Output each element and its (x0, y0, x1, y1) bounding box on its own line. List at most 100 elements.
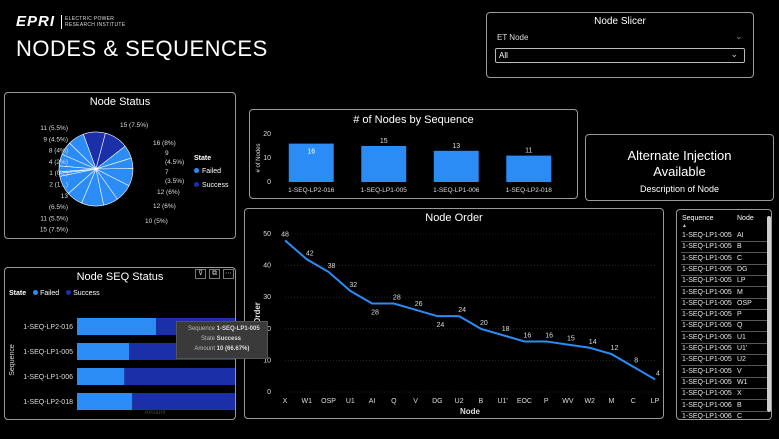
table-row[interactable]: 1-SEQ-LP1-005 U1' (681, 344, 767, 355)
line-data-label: 28 (371, 310, 379, 317)
line-data-label: 48 (281, 231, 289, 238)
table-cell-node: M (737, 288, 743, 296)
table-cell-sequence: 1-SEQ-LP1-005 (682, 277, 732, 285)
logo-line-1: ELECTRIC POWER (65, 16, 115, 22)
table-row[interactable]: 1-SEQ-LP1-005 U2 (681, 355, 767, 367)
sort-ascending-icon[interactable]: ▲ (682, 223, 687, 229)
table-cell-node: W1 (737, 378, 748, 386)
line-x-tick: DG (432, 398, 443, 405)
table-row[interactable]: 1-SEQ-LP1-005 W1 (681, 378, 767, 389)
table-cell-sequence: 1-SEQ-LP1-005 (682, 311, 732, 319)
pie-label-right: 7 (165, 169, 169, 176)
line-series (284, 239, 656, 381)
line-x-tick: U2 (455, 398, 464, 405)
line-x-tick: B (479, 398, 484, 405)
bar-x-tick: 1-SEQ-LP2-016 (288, 187, 335, 194)
line-x-tick: EOC (517, 398, 532, 405)
table-scrollbar[interactable] (767, 216, 771, 412)
table-header-sequence[interactable]: Sequence (682, 215, 714, 222)
table-cell-sequence: 1-SEQ-LP1-005 (682, 322, 732, 330)
chevron-down-icon[interactable]: ⌄ (735, 31, 743, 41)
logo: EPRI ELECTRIC POWER RESEARCH INSTITUTE (16, 13, 136, 35)
table-cell-node: C (737, 412, 743, 420)
table-cell-sequence: 1-SEQ-LP1-005 (682, 333, 732, 341)
focus-mode-icon[interactable]: ⧉ (209, 269, 220, 279)
nodes-by-sequence-chart: 0 10 20# of Nodes 16 1-SEQ-LP2-016 15 1-SEQ-LP… (256, 131, 553, 194)
pie-label-right: 9 (165, 150, 169, 157)
table-row[interactable]: 1-SEQ-LP1-005 B (681, 242, 767, 254)
pie-legend-success-label: Success (202, 182, 229, 189)
node-status-pie: 11 (5.5%) 9 (4.5%) 8 (4%) 4 (2%) 1 (0...) 2 (… (40, 122, 184, 234)
line-x-tick: X (283, 398, 288, 405)
table-row[interactable]: 1-SEQ-LP1-005 U1 (681, 333, 767, 344)
hbar-category-label: 1-SEQ-LP2-018 (23, 399, 73, 406)
tooltip: Sequence 1-SEQ-LP1-005 State Success Amo… (176, 321, 268, 359)
hbar-failed (77, 343, 130, 360)
pie-label-left: 2 (1...) (49, 182, 68, 189)
table-row[interactable]: 1-SEQ-LP1-005 DG (681, 265, 767, 276)
table-cell-node: U1 (737, 333, 746, 341)
bar-x-tick: 1-SEQ-LP1-005 (361, 187, 408, 194)
line-x-tick: V (413, 398, 418, 405)
alternate-injection-card: Alternate Injection Available Descriptio… (585, 134, 774, 201)
line-x-tick: LP (651, 398, 660, 405)
line-data-label: 24 (436, 322, 444, 329)
table-cell-sequence: 1-SEQ-LP1-005 (682, 345, 732, 352)
hbar-success (132, 393, 235, 410)
pie-label-left: 9 (4.5%) (43, 136, 68, 143)
table-row[interactable]: 1-SEQ-LP1-006 B (681, 401, 767, 412)
table-cell-sequence: 1-SEQ-LP1-005 (682, 265, 732, 273)
hbar-failed (77, 393, 133, 410)
table-row[interactable]: 1-SEQ-LP1-005 X (681, 389, 767, 401)
table-cell-node: X (737, 390, 742, 398)
tooltip-key-state: State (200, 336, 215, 342)
node-seq-status-title: Node SEQ Status (76, 271, 164, 283)
table-header-node[interactable]: Node (737, 215, 754, 222)
table-cell-node: V (737, 367, 742, 375)
table-row[interactable]: 1-SEQ-LP1-006 C (681, 412, 767, 420)
logo-mark: EPRI (16, 13, 56, 30)
pie-label-right: 10 (5%) (145, 218, 168, 225)
node-status-title: Node Status (89, 96, 151, 108)
pie-legend-title: State (194, 155, 212, 162)
line-y-tick: 10 (263, 357, 271, 364)
line-x-axis-label: Node (460, 407, 481, 416)
table-row[interactable]: 1-SEQ-LP1-005 AI (681, 231, 767, 242)
bar-y-axis-label: # of Nodes (256, 143, 262, 172)
node-dropdown[interactable]: All ⌄ (495, 48, 745, 63)
table-row[interactable]: 1-SEQ-LP1-005 V (681, 367, 767, 378)
table-row[interactable]: 1-SEQ-LP1-005 P (681, 310, 767, 322)
pie-slice (69, 133, 97, 170)
table-cell-sequence: 1-SEQ-LP1-005 (682, 288, 732, 296)
bar-y-tick: 0 (267, 179, 271, 186)
line-x-tick: U1 (346, 398, 355, 405)
node-slicer-title: Node Slicer (594, 16, 646, 27)
table-row[interactable]: 1-SEQ-LP1-005 C (681, 254, 767, 265)
bar (506, 155, 552, 182)
line-data-label: 38 (328, 263, 336, 270)
node-order-panel: Node Order 01020304050OrderNodeX48W142OS… (244, 208, 664, 419)
table-cell-sequence: 1-SEQ-LP1-005 (682, 299, 732, 307)
sequence-node-table: Sequence ▲ Node 1-SEQ-LP1-005 AI 1-SEQ-LP1… (676, 209, 772, 420)
table-cell-sequence: 1-SEQ-LP1-005 (682, 243, 732, 251)
table-row[interactable]: 1-SEQ-LP1-005 OSP (681, 299, 767, 310)
logo-line-2: RESEARCH INSTITUTE (65, 22, 126, 28)
line-y-tick: 30 (263, 294, 271, 301)
table-row[interactable]: 1-SEQ-LP1-005 Q (681, 321, 767, 333)
bar-x-tick: 1-SEQ-LP2-018 (506, 187, 553, 194)
line-data-label: 16 (524, 332, 532, 339)
line-data-label: 20 (480, 320, 488, 327)
line-x-tick: OSP (321, 398, 336, 405)
node-seq-status-chart: 1-SEQ-LP2-016 1-SEQ-LP1-005 1-SEQ-LP1-006 1… (9, 318, 235, 416)
table-row[interactable]: 1-SEQ-LP1-005 M (681, 288, 767, 299)
more-options-icon[interactable]: ⋯ (223, 269, 234, 279)
alt-subtitle: Description of Node (639, 184, 720, 194)
tooltip-value-sequence: 1-SEQ-LP1-005 (216, 326, 260, 332)
table-row[interactable]: 1-SEQ-LP1-005 LP (681, 276, 767, 288)
failed-dot-icon (33, 290, 39, 295)
hbar-category-label: 1-SEQ-LP1-006 (23, 374, 73, 381)
table-cell-node: P (737, 311, 742, 319)
filter-icon[interactable]: ⊽ (195, 269, 206, 279)
pie-label-left: 8 (4%) (49, 148, 68, 155)
node-status-panel: Node Status 11 (5.5%) 9 (4.5%) 8 (4%) 4 (2%… (4, 92, 236, 239)
